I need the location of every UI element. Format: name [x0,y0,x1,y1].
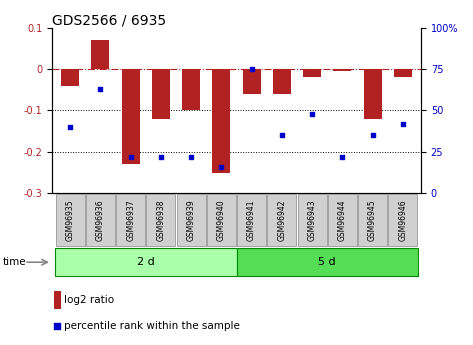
Bar [91,40,109,69]
Point [399,121,407,126]
Point [278,132,286,138]
Text: GSM96936: GSM96936 [96,199,105,241]
Bar [388,194,417,246]
Point [53,323,61,329]
Point [308,111,316,117]
Text: GSM96945: GSM96945 [368,199,377,241]
Text: GSM96935: GSM96935 [66,199,75,241]
Text: log2 ratio: log2 ratio [64,295,114,305]
Point [157,154,165,159]
Point [96,86,104,92]
Bar [116,194,145,246]
Point [187,154,195,159]
Point [369,132,377,138]
Text: GSM96937: GSM96937 [126,199,135,241]
Bar [176,194,206,246]
Bar [333,69,351,71]
Bar [243,69,261,94]
Bar [152,69,170,119]
Bar [61,69,79,86]
Bar [273,69,291,94]
Text: 2 d: 2 d [137,257,155,267]
Bar [146,194,175,246]
Bar [55,248,236,276]
Point [339,154,346,159]
Text: percentile rank within the sample: percentile rank within the sample [64,321,240,331]
Bar [212,69,230,172]
Bar [182,69,200,110]
Text: time: time [2,257,26,267]
Text: 5 d: 5 d [318,257,336,267]
Bar [298,194,327,246]
Text: GSM96942: GSM96942 [277,199,286,241]
Text: GSM96938: GSM96938 [157,199,166,241]
Text: GSM96940: GSM96940 [217,199,226,241]
Bar [358,194,387,246]
Point [218,164,225,169]
Bar [328,194,357,246]
Bar [237,194,266,246]
Bar [54,292,61,308]
Bar [364,69,382,119]
Point [248,66,255,72]
Bar [303,69,321,77]
Point [127,154,134,159]
Text: GDS2566 / 6935: GDS2566 / 6935 [52,14,166,28]
Text: GSM96941: GSM96941 [247,199,256,241]
Bar [122,69,140,164]
Point [66,124,74,130]
Bar [56,194,85,246]
Text: GSM96946: GSM96946 [398,199,407,241]
Bar [267,194,297,246]
Text: GSM96944: GSM96944 [338,199,347,241]
Text: GSM96939: GSM96939 [187,199,196,241]
Bar [207,194,236,246]
Bar [236,248,418,276]
Text: GSM96943: GSM96943 [307,199,316,241]
Bar [394,69,412,77]
Bar [86,194,115,246]
